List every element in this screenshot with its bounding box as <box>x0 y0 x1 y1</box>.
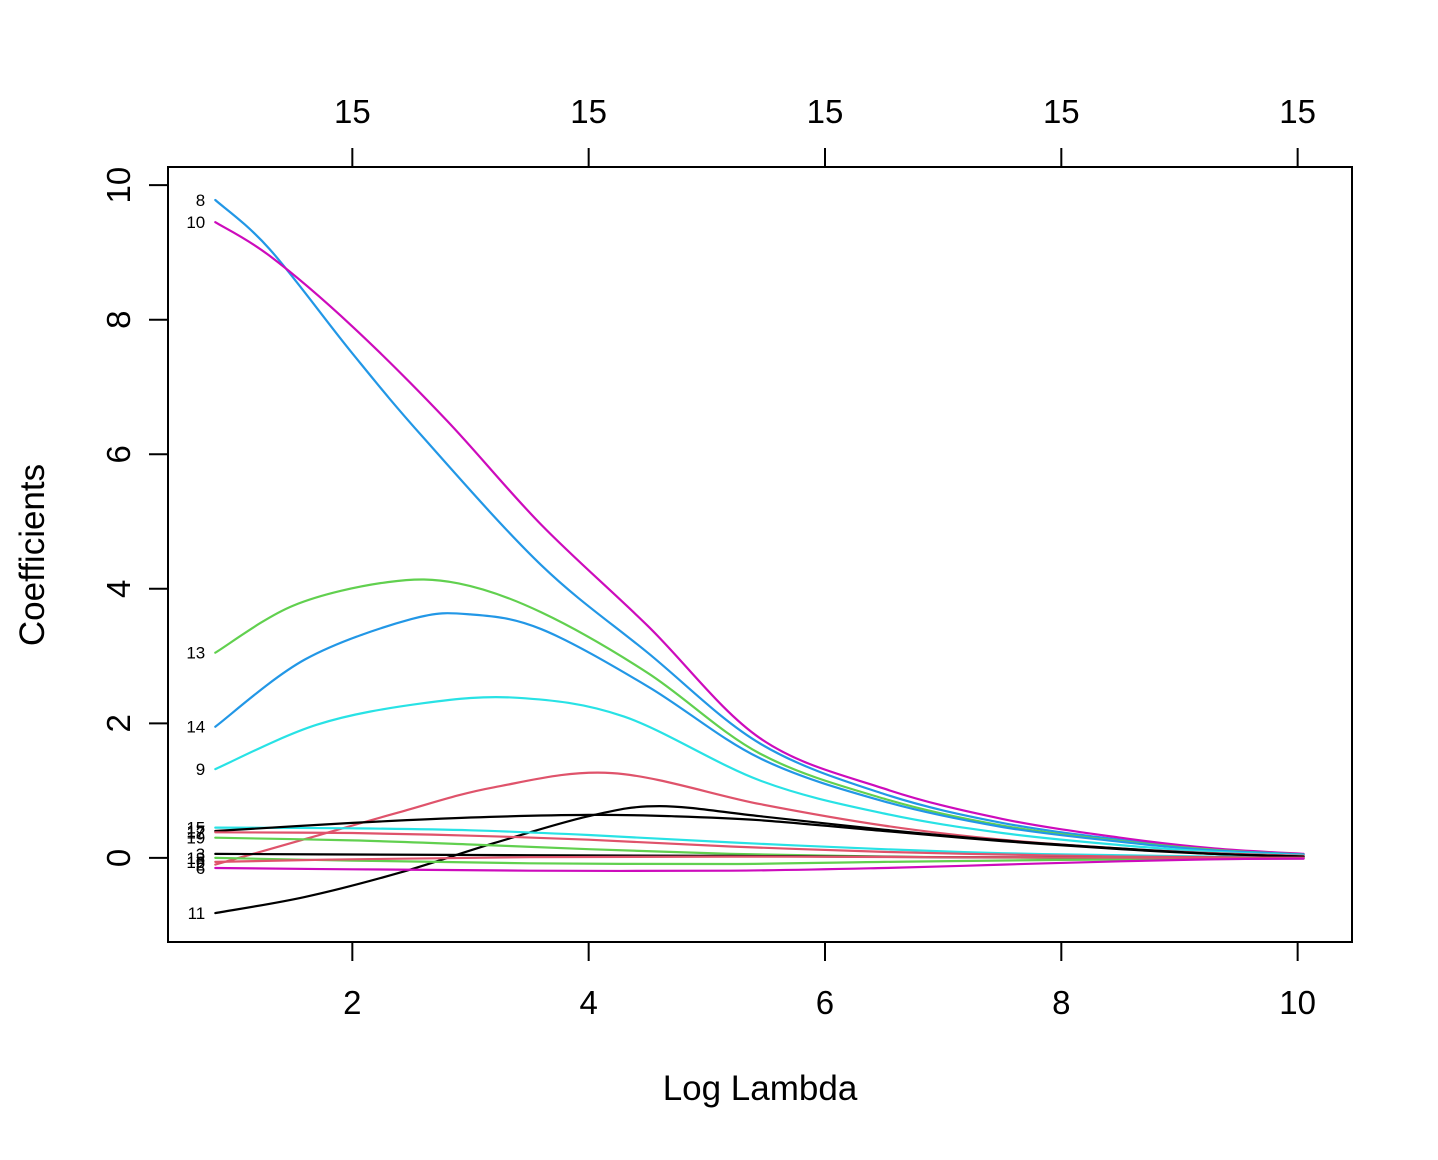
x-tick-label: 6 <box>816 984 834 1021</box>
series-label-12: 12 <box>186 823 205 842</box>
series-label-19: 19 <box>186 829 205 848</box>
series-label-2: 2 <box>196 856 205 875</box>
series-curve-8 <box>214 198 1305 856</box>
series-curve-17 <box>214 813 1305 858</box>
x-axis-ticks: 2 4 6 8 10 <box>343 942 1316 1021</box>
series-curve-10 <box>214 221 1305 855</box>
y-tick-label: 8 <box>100 311 137 329</box>
y-tick-label: 6 <box>100 445 137 463</box>
top-axis-ticks: 15 15 15 15 15 <box>334 93 1316 167</box>
series-label-17: 17 <box>186 822 205 841</box>
top-axis-tick-label: 15 <box>334 93 371 130</box>
series-curve-16 <box>214 855 1305 863</box>
series-curve-9 <box>214 695 1305 857</box>
series-label-3: 3 <box>196 845 205 864</box>
x-tick-label: 4 <box>579 984 597 1021</box>
y-axis-title: Coefficients <box>13 464 52 646</box>
series-label-6: 6 <box>196 859 205 878</box>
series-label-9: 9 <box>196 760 205 779</box>
x-tick-label: 2 <box>343 984 361 1021</box>
series-label-15: 15 <box>186 819 205 838</box>
series-label-11: 11 <box>188 904 206 923</box>
coefficient-curves <box>214 198 1305 915</box>
top-axis-tick-label: 15 <box>1043 93 1080 130</box>
series-curve-6 <box>214 857 1305 873</box>
y-tick-label: 0 <box>100 849 137 867</box>
series-curve-13 <box>214 578 1305 856</box>
series-label-18: 18 <box>186 849 205 868</box>
y-tick-label: 4 <box>100 580 137 598</box>
x-axis-title: Log Lambda <box>663 1069 858 1108</box>
series-label-16: 16 <box>186 853 205 872</box>
top-axis-tick-label: 15 <box>570 93 607 130</box>
y-tick-label: 10 <box>100 167 137 204</box>
series-label-13: 13 <box>186 644 205 663</box>
x-tick-label: 8 <box>1052 984 1070 1021</box>
series-curve-18 <box>214 856 1305 866</box>
top-axis-tick-label: 15 <box>1279 93 1316 130</box>
series-label-14: 14 <box>186 718 205 737</box>
series-label-8: 8 <box>196 191 205 210</box>
series-label-10: 10 <box>186 213 205 232</box>
x-tick-label: 10 <box>1279 984 1316 1021</box>
series-curve-14 <box>214 612 1305 856</box>
plot-border-box <box>167 166 1353 943</box>
y-axis-ticks: 0 2 4 6 8 10 <box>100 167 168 867</box>
top-axis-tick-label: 15 <box>807 93 844 130</box>
y-tick-label: 2 <box>100 714 137 732</box>
